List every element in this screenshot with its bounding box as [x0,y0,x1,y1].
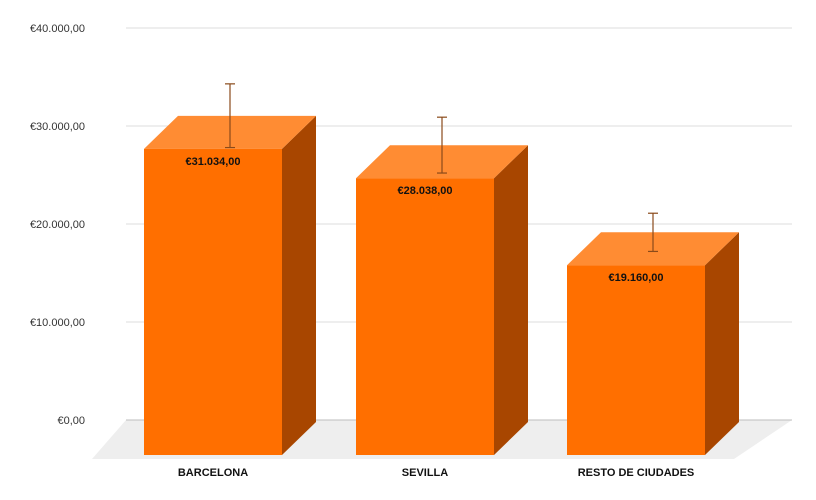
y-tick-label: €20.000,00 [30,219,85,231]
bar-3 [567,232,739,455]
error-bar-3 [648,212,658,253]
y-tick-label: €10.000,00 [30,317,85,329]
data-label: €31.034,00 [185,156,240,168]
y-axis: €0,00 €10.000,00 €20.000,00 €30.000,00 €40.0… [30,23,85,427]
data-labels: €31.034,00 €28.038,00 €19.160,00 [185,156,663,284]
x-tick-label: RESTO DE CIUDADES [578,467,695,479]
bar-1 [144,115,316,456]
bar-front-face [567,265,705,455]
x-tick-label: BARCELONA [178,467,248,479]
data-label: €28.038,00 [397,185,452,197]
bar-front-face [356,178,494,455]
bar-front-face [144,148,282,455]
error-bar-2 [437,116,447,174]
bars [144,115,739,456]
bar-side-face [705,232,739,455]
y-tick-label: €40.000,00 [30,23,85,35]
x-axis: BARCELONA SEVILLA RESTO DE CIUDADES [178,467,694,479]
x-tick-label: SEVILLA [402,467,449,479]
bar-side-face [494,145,528,455]
y-tick-label: €0,00 [57,415,85,427]
bar-side-face [282,115,316,456]
error-bar-1 [225,83,235,149]
error-bars [225,83,658,253]
data-label: €19.160,00 [608,272,663,284]
y-tick-label: €30.000,00 [30,121,85,133]
